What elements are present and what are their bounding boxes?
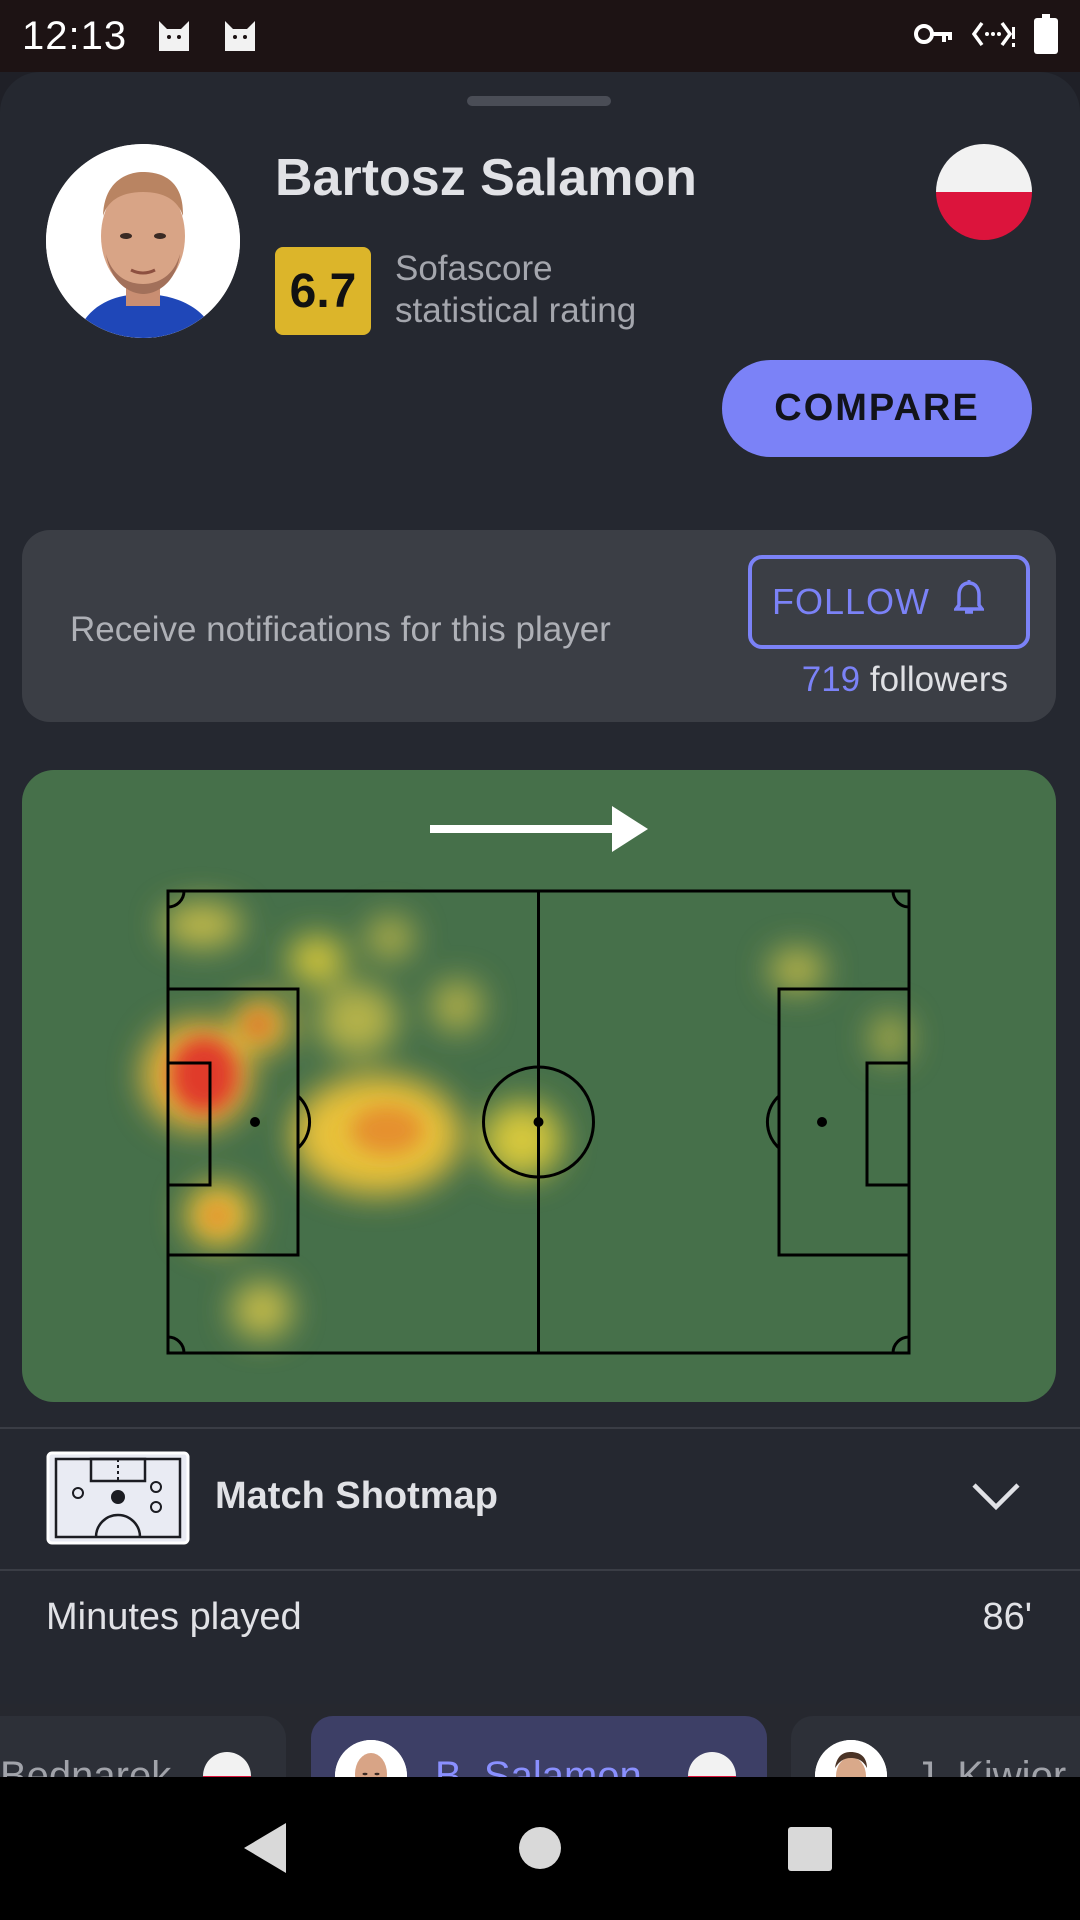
back-icon[interactable] (240, 1821, 288, 1880)
player-name: Bartosz Salamon (275, 149, 697, 207)
status-time: 12:13 (22, 13, 128, 58)
home-icon[interactable] (517, 1825, 563, 1876)
heat-hotspots (170, 1011, 423, 1229)
player-avatar-small (335, 1740, 407, 1777)
player-chip-bednarek[interactable]: Bednarek (0, 1716, 286, 1777)
cat-notification-icon (155, 15, 193, 58)
rating-badge: 6.7 (275, 247, 371, 335)
compare-button[interactable]: COMPARE (722, 360, 1032, 457)
player-chip-salamon[interactable]: B. Salamon (311, 1716, 767, 1777)
poland-flag-icon (203, 1752, 252, 1777)
player-avatar (46, 144, 240, 338)
followers-label: followers (869, 660, 1008, 699)
player-sheet: Bartosz Salamon 6.7 Sofascore statistica… (0, 72, 1080, 1777)
follow-card: Receive notifications for this player FO… (22, 530, 1056, 722)
vpn-key-icon (914, 22, 954, 51)
attack-direction-arrow-icon (430, 806, 648, 852)
player-chip-kiwior[interactable]: J. Kiwior (791, 1716, 1080, 1777)
rating-label-line1: Sofascore (395, 249, 553, 288)
player-avatar-small (815, 1740, 887, 1777)
poland-flag-icon (687, 1752, 736, 1777)
match-shotmap-row[interactable]: Match Shotmap (0, 1427, 1080, 1571)
shotmap-icon (46, 1451, 190, 1545)
rating-label: Sofascore statistical rating (395, 248, 735, 332)
minutes-played-value: 86' (982, 1596, 1032, 1638)
rating-label-line2: statistical rating (395, 291, 637, 330)
player-chip-name: J. Kiwior (915, 1753, 1067, 1778)
drag-handle[interactable] (467, 96, 611, 106)
system-nav-bar (0, 1777, 1080, 1920)
status-bar: 12:13 (0, 0, 1080, 72)
player-chip-name: Bednarek (0, 1753, 172, 1778)
followers-count: 719 followers (802, 660, 1008, 700)
follow-description: Receive notifications for this player (70, 610, 611, 649)
player-switcher: Bednarek B. Salamon (0, 1704, 1080, 1777)
minutes-played-label: Minutes played (46, 1596, 302, 1638)
poland-flag-icon (936, 144, 1032, 240)
followers-number: 719 (801, 660, 861, 699)
shotmap-label: Match Shotmap (215, 1475, 498, 1517)
player-chip-name: B. Salamon (435, 1753, 642, 1778)
recents-icon[interactable] (787, 1826, 833, 1877)
follow-button-label: FOLLOW (772, 581, 931, 622)
follow-button[interactable]: FOLLOW (748, 555, 1030, 649)
chevron-down-icon[interactable] (970, 1481, 1022, 1518)
bell-icon (952, 579, 986, 626)
battery-icon (1034, 13, 1058, 59)
cat-notification-icon (221, 15, 259, 58)
heatmap-pitch (142, 806, 911, 1355)
heatmap-card (22, 770, 1056, 1402)
data-saver-icon (971, 19, 1016, 54)
